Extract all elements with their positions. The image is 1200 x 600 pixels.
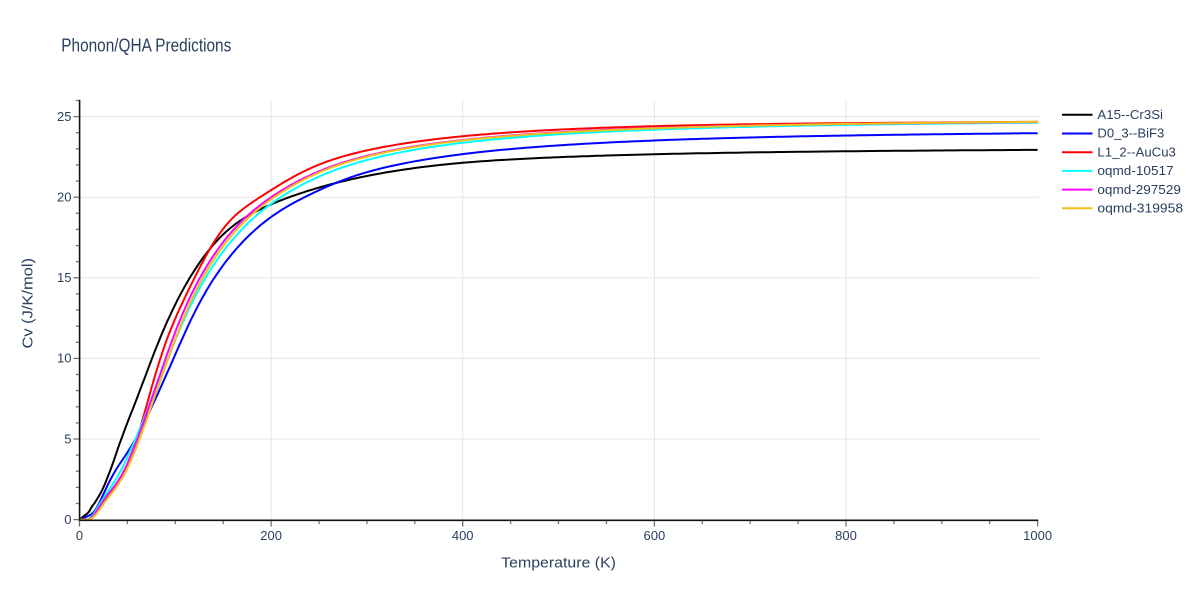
- svg-text:200: 200: [260, 528, 282, 543]
- svg-text:Cv (J/K/mol): Cv (J/K/mol): [21, 258, 37, 349]
- svg-text:A15--Cr3Si: A15--Cr3Si: [1097, 107, 1163, 122]
- svg-text:0: 0: [76, 528, 83, 543]
- svg-text:25: 25: [57, 109, 71, 124]
- svg-text:L1_2--AuCu3: L1_2--AuCu3: [1097, 144, 1176, 159]
- svg-text:oqmd-10517: oqmd-10517: [1097, 163, 1173, 178]
- svg-text:15: 15: [57, 270, 71, 285]
- svg-text:D0_3--BiF3: D0_3--BiF3: [1097, 126, 1164, 141]
- svg-text:Temperature (K): Temperature (K): [501, 556, 616, 572]
- svg-text:600: 600: [644, 528, 666, 543]
- svg-text:400: 400: [452, 528, 474, 543]
- svg-text:Phonon/QHA Predictions: Phonon/QHA Predictions: [61, 35, 231, 55]
- svg-text:800: 800: [835, 528, 857, 543]
- svg-text:1000: 1000: [1023, 528, 1052, 543]
- svg-text:5: 5: [64, 431, 71, 446]
- svg-text:10: 10: [57, 351, 71, 366]
- svg-text:oqmd-319958: oqmd-319958: [1097, 201, 1183, 216]
- svg-text:20: 20: [57, 190, 71, 205]
- svg-text:0: 0: [64, 512, 71, 527]
- svg-text:oqmd-297529: oqmd-297529: [1097, 182, 1181, 197]
